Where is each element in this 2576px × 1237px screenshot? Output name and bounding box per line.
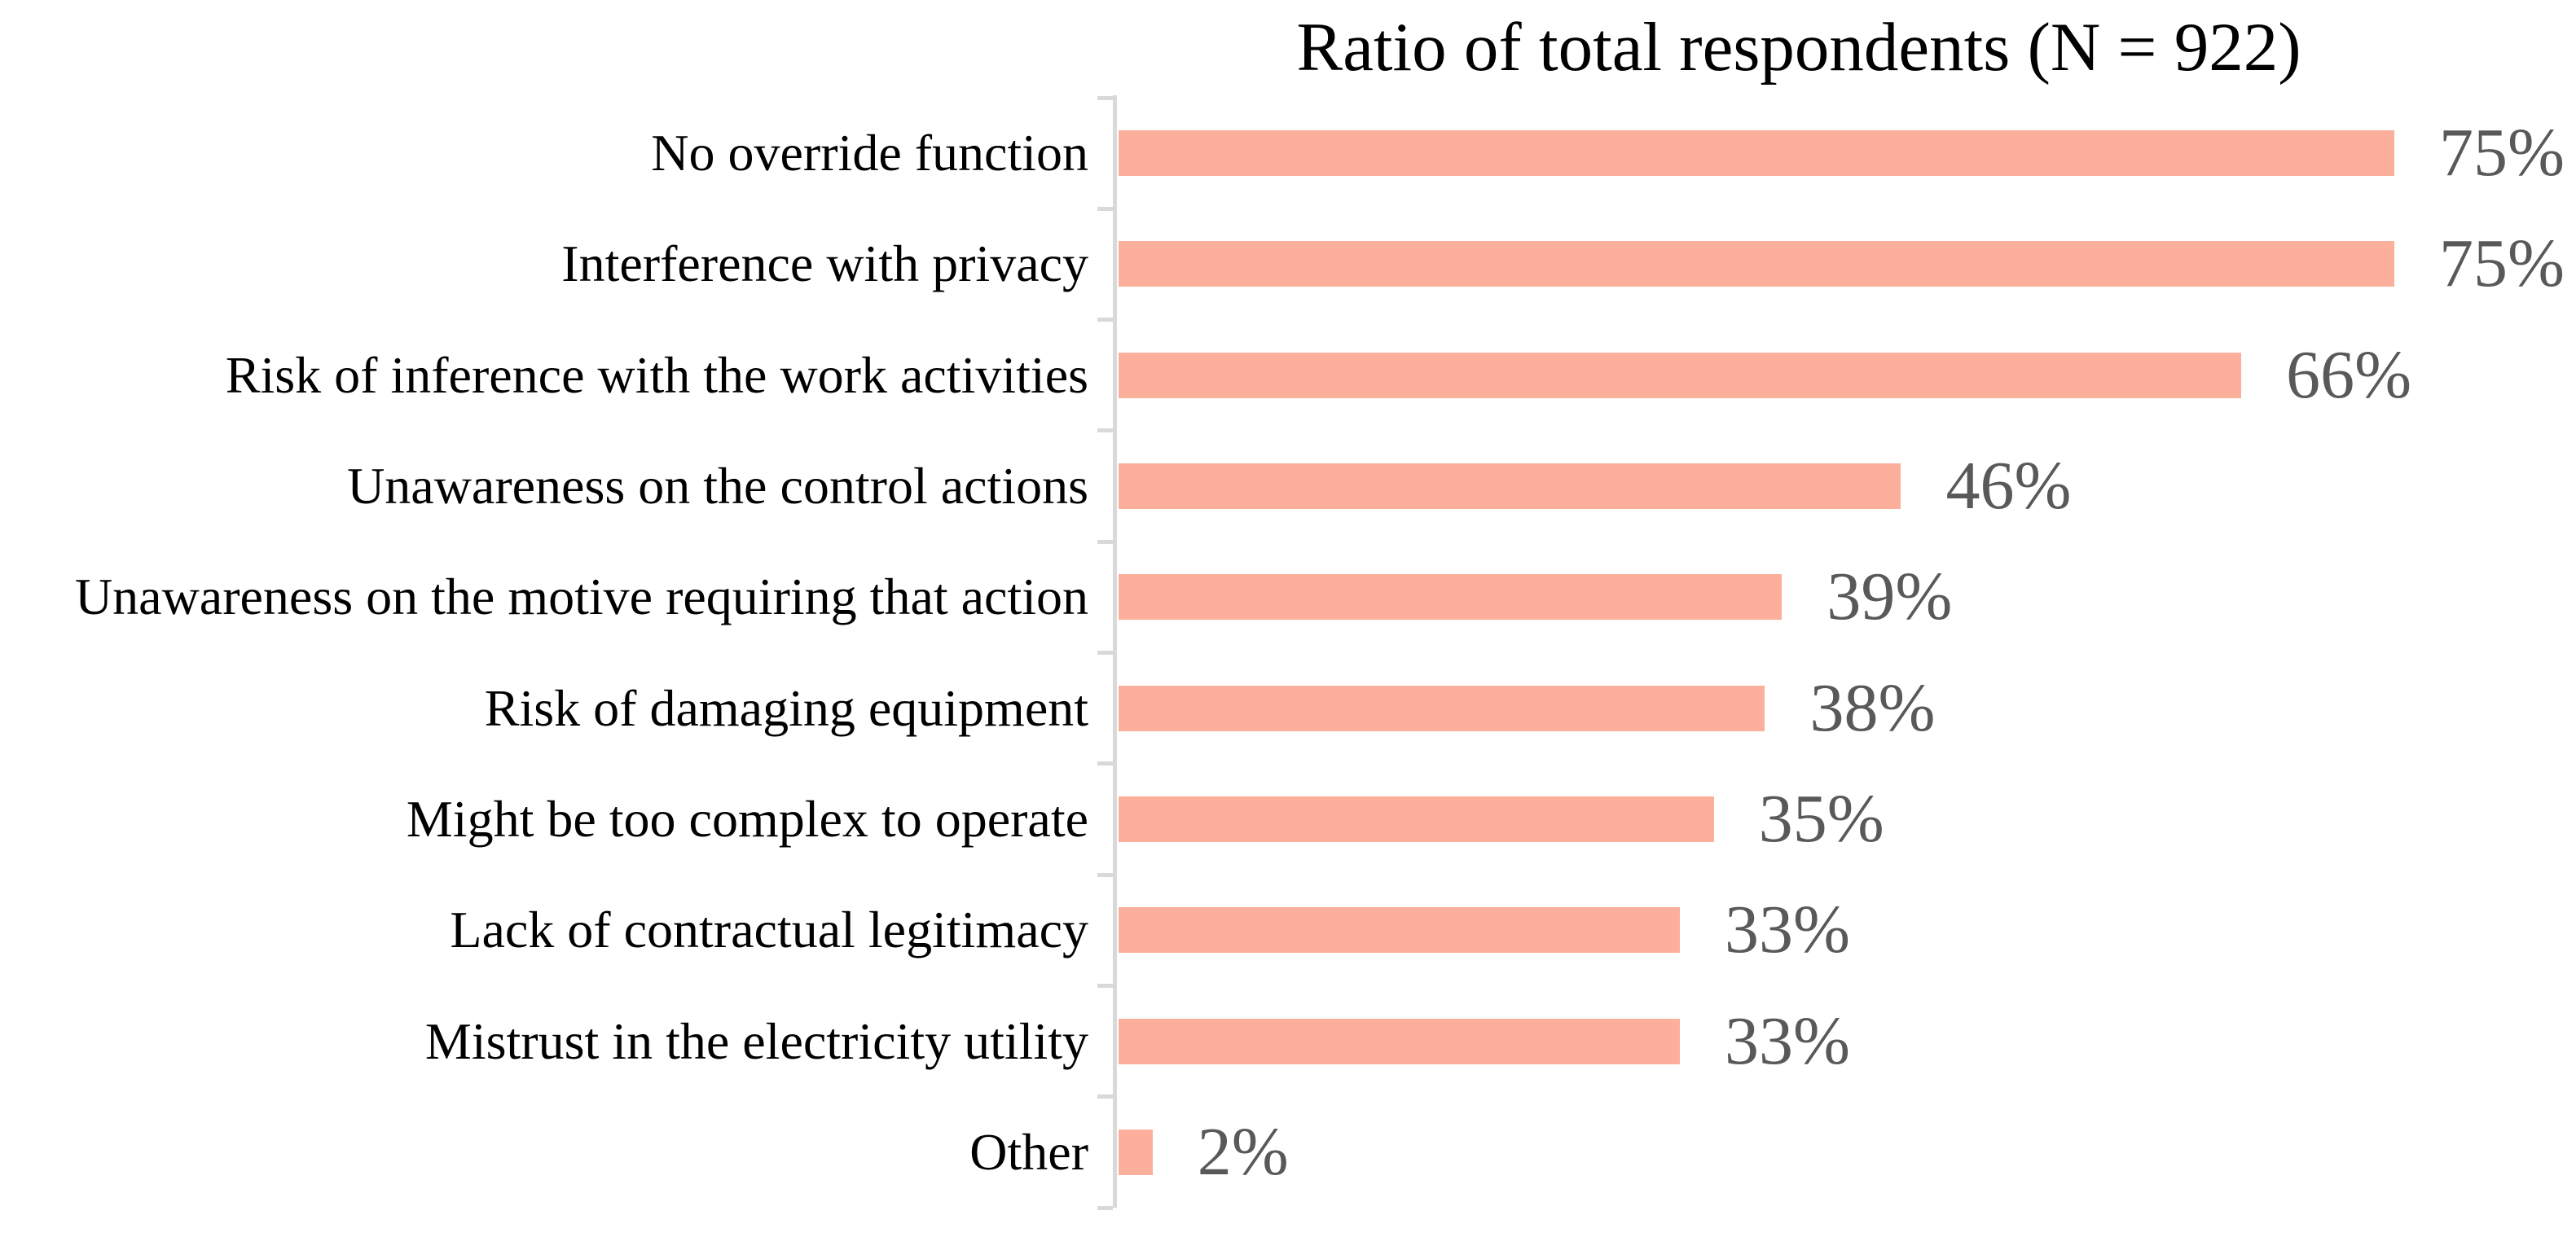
- axis-tick: [1097, 761, 1113, 766]
- bar: [1119, 907, 1681, 954]
- bar: [1119, 1018, 1681, 1064]
- axis-tick: [1097, 651, 1113, 655]
- axis-tick: [1097, 872, 1113, 877]
- value-label: 66%: [2286, 336, 2412, 413]
- axis-tick: [1097, 95, 1113, 100]
- category-label: Unawareness on the motive requiring that…: [74, 568, 1088, 626]
- bar: [1119, 1129, 1153, 1175]
- category-label: Might be too complex to operate: [406, 789, 1088, 848]
- category-label: Other: [969, 1122, 1088, 1181]
- category-label: Unawareness on the control actions: [347, 457, 1088, 515]
- category-label: Risk of damaging equipment: [484, 678, 1088, 737]
- value-label: 75%: [2439, 115, 2565, 191]
- category-label: No override function: [651, 124, 1088, 182]
- bar: [1119, 241, 2394, 287]
- axis-tick: [1097, 1094, 1113, 1099]
- value-label: 46%: [1945, 448, 2072, 524]
- axis-tick: [1097, 318, 1113, 322]
- category-label: Interference with privacy: [561, 235, 1088, 293]
- value-label: 75%: [2439, 226, 2565, 302]
- value-label: 33%: [1725, 892, 1851, 968]
- bar: [1119, 574, 1783, 621]
- category-label: Risk of inference with the work activiti…: [225, 345, 1088, 404]
- value-label: 2%: [1197, 1113, 1289, 1190]
- axis-tick: [1097, 206, 1113, 211]
- category-label: Lack of contractual legitimacy: [450, 901, 1088, 959]
- bar: [1119, 130, 2394, 177]
- bar: [1119, 463, 1901, 510]
- y-axis-line: [1113, 95, 1117, 1208]
- bar: [1119, 685, 1765, 731]
- bar: [1119, 352, 2242, 398]
- category-label: Mistrust in the electricity utility: [424, 1011, 1088, 1070]
- axis-tick: [1097, 428, 1113, 433]
- value-label: 35%: [1758, 780, 1884, 857]
- value-label: 38%: [1809, 669, 1936, 746]
- value-label: 39%: [1826, 559, 1953, 635]
- axis-tick: [1097, 1205, 1113, 1210]
- chart-title: Ratio of total respondents (N = 922): [1296, 9, 2301, 86]
- axis-tick: [1097, 983, 1113, 988]
- axis-tick: [1097, 539, 1113, 544]
- value-label: 33%: [1725, 1002, 1851, 1079]
- bar: [1119, 796, 1714, 842]
